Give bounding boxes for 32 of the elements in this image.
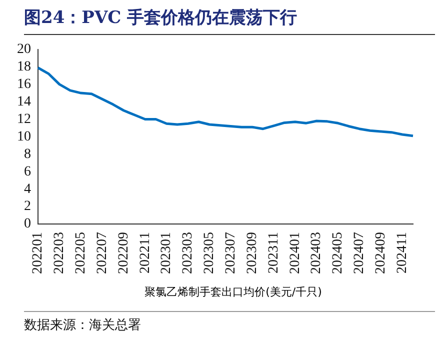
x-tick-label: 202207: [94, 232, 110, 274]
y-tick-label: 0: [24, 216, 31, 232]
y-tick-label: 10: [17, 129, 31, 144]
y-tick-label: 20: [17, 42, 31, 58]
x-tick-label: 202307: [224, 232, 239, 274]
y-tick-label: 2: [24, 199, 31, 214]
x-tick-label: 202311: [266, 232, 282, 274]
x-tick-label: 202211: [138, 232, 153, 274]
x-tick-label: 202205: [74, 232, 89, 274]
y-tick-label: 16: [17, 76, 31, 92]
x-tick-label: 202403: [309, 232, 324, 274]
x-tick-label: 202209: [116, 232, 132, 274]
x-tick-label: 202407: [352, 232, 368, 274]
y-tick-label: 18: [17, 60, 31, 75]
chart-title: 图24：PVC 手套价格仍在震荡下行: [24, 7, 298, 29]
x-tick-label: 202309: [244, 232, 260, 274]
y-tick-label: 8: [24, 146, 31, 162]
x-tick-label: 202201: [30, 232, 46, 274]
x-tick-label: 202401: [288, 232, 303, 274]
x-tick-label: 202305: [202, 232, 218, 274]
x-tick-label: 202303: [180, 232, 196, 274]
x-tick-label: 202301: [159, 232, 174, 274]
x-tick-label: 202411: [394, 232, 410, 274]
x-tick-label: 202203: [52, 232, 68, 274]
x-tick-label: 202405: [330, 232, 346, 274]
text: 聚氯乙烯制手套出口均价(美元/千只): [144, 285, 322, 298]
y-tick-label: 4: [24, 182, 31, 197]
y-tick-label: 12: [17, 112, 31, 127]
source-note: 数据来源：海关总署: [24, 317, 141, 334]
x-tick-label: 202409: [374, 232, 389, 274]
y-tick-label: 14: [17, 94, 31, 110]
y-tick-label: 6: [24, 164, 31, 180]
